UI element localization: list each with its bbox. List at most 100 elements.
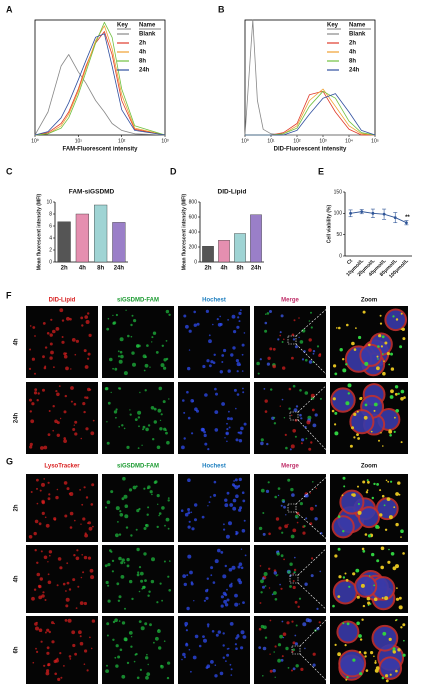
cell-signal xyxy=(274,598,278,601)
cell-signal xyxy=(298,317,300,319)
cell-signal xyxy=(71,630,76,635)
cell-signal xyxy=(145,656,149,660)
cell-signal xyxy=(142,425,146,429)
zoom-line xyxy=(295,511,331,543)
cell-signal xyxy=(31,357,35,361)
cell-signal xyxy=(273,571,277,575)
cell-signal xyxy=(209,364,212,368)
granule xyxy=(400,529,404,533)
cell-signal xyxy=(223,528,226,531)
cell-signal xyxy=(165,517,170,522)
cell-signal xyxy=(269,669,273,673)
granule xyxy=(337,652,341,657)
granule xyxy=(385,674,389,678)
x-tick-label: 10² xyxy=(118,138,126,144)
cell-signal xyxy=(117,355,121,358)
cell-signal xyxy=(112,314,114,317)
cell-signal xyxy=(273,422,277,425)
cell-signal xyxy=(210,566,214,570)
cell-signal xyxy=(56,433,60,437)
cell-signal xyxy=(257,372,260,375)
cell-signal xyxy=(115,533,119,538)
cell-signal xyxy=(156,525,159,529)
cell-signal xyxy=(126,557,130,562)
cell-signal xyxy=(235,530,237,533)
cell-signal xyxy=(145,675,149,680)
histogram-line xyxy=(34,31,166,136)
cell-signal xyxy=(29,348,32,351)
granule xyxy=(362,310,366,314)
granule xyxy=(381,494,385,498)
cell-signal xyxy=(282,500,285,504)
granule xyxy=(360,583,365,588)
cell-signal xyxy=(229,417,233,421)
cell-signal xyxy=(224,498,228,502)
cell-signal xyxy=(220,604,224,608)
cell-signal xyxy=(111,570,114,573)
cell-signal xyxy=(182,652,186,657)
cell-signal xyxy=(129,413,132,416)
cell-signal xyxy=(35,647,37,650)
cell-signal xyxy=(57,677,61,682)
cell-signal xyxy=(234,485,239,490)
cell-signal xyxy=(277,338,280,341)
granule xyxy=(358,651,362,654)
cell-signal xyxy=(49,333,53,337)
granule xyxy=(358,335,362,340)
cell-signal xyxy=(161,506,165,510)
column-header: Merge xyxy=(281,298,299,304)
cell-signal xyxy=(222,656,225,659)
cell-signal xyxy=(239,431,243,435)
point xyxy=(382,212,386,216)
cell-signal xyxy=(130,645,133,648)
cell-signal xyxy=(291,669,293,672)
cell-signal xyxy=(312,481,314,483)
cell-signal xyxy=(47,580,52,585)
cell-signal xyxy=(286,621,290,625)
cell-signal xyxy=(115,506,120,511)
cell-signal xyxy=(47,481,50,484)
cell-signal xyxy=(130,636,133,638)
cell-signal xyxy=(81,554,83,556)
cell-signal xyxy=(48,550,53,554)
cell-signal xyxy=(308,447,312,451)
cell-signal xyxy=(137,571,140,574)
cell-signal xyxy=(266,312,270,315)
cell-signal xyxy=(59,566,63,570)
cell-signal xyxy=(291,620,294,623)
cell-signal xyxy=(168,398,170,400)
granule xyxy=(388,515,393,520)
granule xyxy=(363,415,368,420)
cell-signal xyxy=(291,333,295,337)
cell-signal xyxy=(227,369,231,373)
column-header: LysoTracker xyxy=(44,464,80,470)
cell-signal xyxy=(208,501,211,504)
cell-signal xyxy=(259,358,262,361)
cell-signal xyxy=(294,600,298,604)
granule xyxy=(379,513,383,517)
cell-signal xyxy=(295,516,298,519)
cell-signal xyxy=(279,405,281,407)
granule xyxy=(394,416,396,419)
cell-signal xyxy=(310,326,313,329)
cell-signal xyxy=(57,557,62,561)
cell-signal xyxy=(289,562,293,566)
cell-signal xyxy=(53,659,57,664)
cell-signal xyxy=(241,491,245,495)
cell-signal xyxy=(305,358,308,362)
cell-signal xyxy=(208,334,211,337)
cell-signal xyxy=(114,656,117,659)
cell-signal xyxy=(36,478,39,482)
cell-signal xyxy=(118,426,120,428)
cell-signal xyxy=(43,445,48,450)
cell-signal xyxy=(28,367,32,370)
granule xyxy=(338,326,341,330)
granule xyxy=(388,637,392,642)
granule xyxy=(366,479,369,482)
cell-signal xyxy=(211,630,215,633)
cell-signal xyxy=(35,626,39,631)
cell-signal xyxy=(59,308,64,313)
zoom-line xyxy=(295,343,331,379)
cell-signal xyxy=(227,417,230,421)
cell-signal xyxy=(153,641,155,644)
